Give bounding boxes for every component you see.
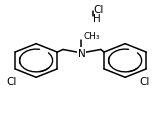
Text: Cl: Cl bbox=[139, 77, 149, 86]
Text: Cl: Cl bbox=[7, 77, 17, 86]
Text: N: N bbox=[78, 49, 85, 58]
Text: H: H bbox=[93, 14, 101, 24]
Text: CH₃: CH₃ bbox=[84, 31, 100, 40]
Text: Cl: Cl bbox=[93, 5, 104, 15]
